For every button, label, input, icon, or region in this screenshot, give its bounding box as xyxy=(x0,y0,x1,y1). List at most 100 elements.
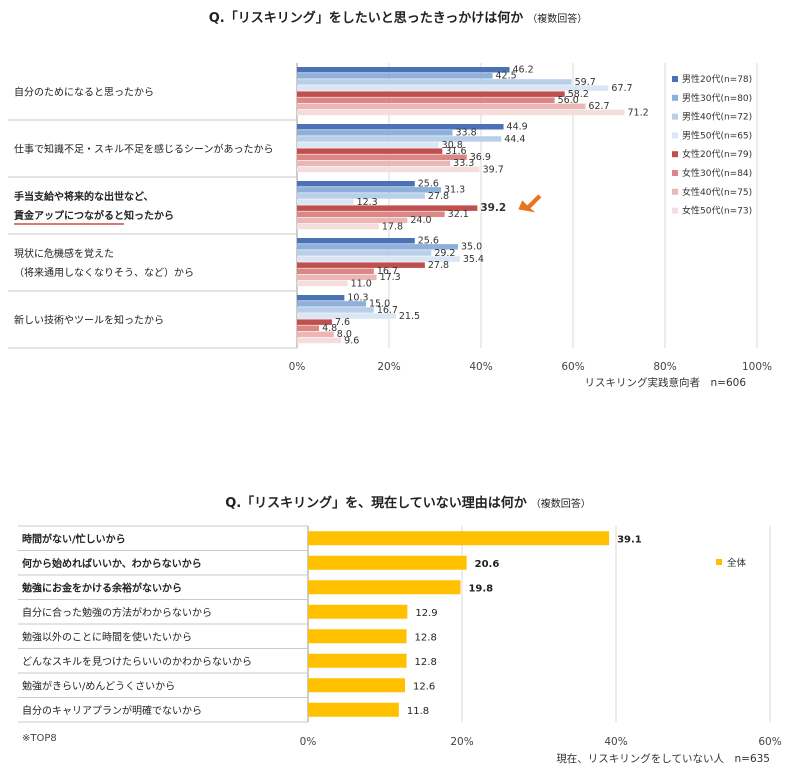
chart1-bar xyxy=(297,193,425,199)
chart1-data-label: 10.3 xyxy=(347,293,368,304)
chart1-data-label: 4.8 xyxy=(322,323,337,334)
chart1-bar xyxy=(297,124,504,130)
chart1-data-label: 32.1 xyxy=(448,209,469,220)
chart2-bar xyxy=(308,580,461,595)
chart1-bar xyxy=(297,148,443,154)
chart1-legend-label: 男性20代(n=78) xyxy=(682,73,752,85)
chart1-legend-swatch xyxy=(672,94,678,101)
chart1-bar xyxy=(297,85,609,91)
chart1-bar xyxy=(297,211,445,217)
chart1-data-label: 12.3 xyxy=(357,197,378,208)
chart1-legend-label: 男性30代(n=80) xyxy=(682,92,752,104)
chart1-category-label: （将来通用しなくなりそう、など）から xyxy=(14,267,194,279)
chart1-bar xyxy=(297,73,493,79)
chart2-category-label: 自分に合った勉強の方法がわからないから xyxy=(22,606,212,619)
chart1-x-tick-label: 0% xyxy=(289,361,306,373)
chart2-bar xyxy=(308,653,407,668)
chart1-data-label: 62.7 xyxy=(588,101,609,112)
chart1-bar xyxy=(297,187,441,193)
chart1-data-label: 27.8 xyxy=(428,260,449,271)
chart1-data-label: 33.8 xyxy=(455,128,476,139)
chart1-data-label: 33.3 xyxy=(453,158,474,169)
chart2-data-label: 12.8 xyxy=(415,632,437,643)
chart1-bar xyxy=(297,244,458,250)
chart1-data-label: 56.0 xyxy=(558,95,579,106)
chart1-data-label: 58.2 xyxy=(568,89,589,100)
chart2-legend-swatch xyxy=(716,559,722,565)
chart1-data-label: 35.4 xyxy=(463,254,484,265)
chart1-legend-label: 女性20代(n=79) xyxy=(682,148,752,160)
chart1-bar xyxy=(297,280,348,287)
chart1-data-label: 16.7 xyxy=(377,305,398,316)
chart2-bar xyxy=(308,629,407,644)
chart1-bar xyxy=(297,103,586,110)
chart1-legend-swatch xyxy=(672,170,678,176)
chart1-data-label: 27.8 xyxy=(428,191,449,202)
chart1-bar xyxy=(297,154,467,160)
chart2-note: ※TOP8 xyxy=(22,733,57,744)
chart1-category-label: 自分のためになると思ったから xyxy=(14,86,154,99)
chart1-bar xyxy=(297,274,377,281)
chart2-footnote: 現在、リスキリングをしていない人 n=635 xyxy=(556,752,770,765)
chart1-data-label: 31.6 xyxy=(445,146,466,157)
chart1-bar xyxy=(297,67,510,73)
chart1-bar xyxy=(297,160,451,167)
chart1-data-label: 31.3 xyxy=(444,185,465,196)
highlight-arrow-icon xyxy=(518,194,542,213)
chart1-bar xyxy=(297,166,480,173)
chart1-bar xyxy=(297,223,379,230)
chart1-data-label: 39.2 xyxy=(480,202,506,214)
chart1-bar xyxy=(297,295,345,301)
chart2-category-label: 自分のキャリアプランが明確でないから xyxy=(22,704,202,717)
chart1-bar xyxy=(297,79,572,85)
chart1-legend-label: 女性30代(n=84) xyxy=(682,167,752,179)
chart1-legend-label: 女性50代(n=73) xyxy=(682,205,752,217)
chart1-legend-swatch xyxy=(672,132,678,139)
chart1-bar xyxy=(297,199,354,205)
chart2-data-label: 12.6 xyxy=(413,681,435,692)
chart1-x-tick-label: 60% xyxy=(561,361,584,373)
chart1-data-label: 36.9 xyxy=(470,152,491,163)
chart1-footnote: リスキリング実践意向者 n=606 xyxy=(585,376,747,389)
chart1-data-label: 21.5 xyxy=(399,311,420,322)
chart1-data-label: 7.6 xyxy=(335,317,350,328)
chart1-bar xyxy=(297,205,478,211)
chart1-bar xyxy=(297,142,439,148)
chart1-x-tick-label: 80% xyxy=(653,361,676,373)
chart2-data-label: 11.8 xyxy=(407,706,429,717)
chart2-data-label: 12.8 xyxy=(415,657,437,668)
chart1-data-label: 39.7 xyxy=(483,164,504,175)
chart1-bar xyxy=(297,181,415,187)
chart1-data-label: 44.9 xyxy=(507,122,528,133)
chart1-data-label: 30.8 xyxy=(442,140,463,151)
chart1-legend-swatch xyxy=(672,113,678,120)
chart2-data-label: 20.6 xyxy=(475,559,500,570)
chart1-bar xyxy=(297,331,334,338)
chart1-x-tick-label: 100% xyxy=(742,361,772,373)
chart1-data-label: 25.6 xyxy=(418,179,439,190)
chart1-data-label: 29.2 xyxy=(434,248,455,259)
chart2-category-label: どんなスキルを見つけたらいいのかわからないから xyxy=(22,656,252,668)
chart2-x-tick-label: 60% xyxy=(758,736,781,748)
chart1-bar xyxy=(297,256,460,262)
chart1-data-label: 44.4 xyxy=(504,134,525,145)
chart1-legend-label: 男性40代(n=72) xyxy=(682,111,752,123)
chart2-category-label: 勉強以外のことに時間を使いたいから xyxy=(22,630,192,643)
chart1-bar xyxy=(297,97,555,103)
chart2-data-label: 19.8 xyxy=(468,583,493,594)
chart1-data-label: 25.6 xyxy=(418,236,439,247)
chart2-bar xyxy=(308,702,399,717)
chart1-legend-swatch xyxy=(672,188,678,195)
chart2-bar xyxy=(308,531,610,546)
chart1-title: Q.「リスキリング」をしたいと思ったきっかけは何か （複数回答） xyxy=(209,10,587,26)
chart2-x-tick-label: 20% xyxy=(450,736,473,748)
chart1-legend-swatch xyxy=(672,151,678,158)
chart1-legend-swatch xyxy=(672,207,678,214)
chart1-bar xyxy=(297,250,432,256)
chart1-data-label: 8.0 xyxy=(337,329,352,340)
chart1-category-label: 新しい技術やツールを知ったから xyxy=(14,314,164,327)
chart2-legend-label: 全体 xyxy=(727,557,747,569)
chart1-bar xyxy=(297,319,332,325)
chart1-data-label: 11.0 xyxy=(351,278,372,289)
chart1-legend-swatch xyxy=(672,76,678,82)
